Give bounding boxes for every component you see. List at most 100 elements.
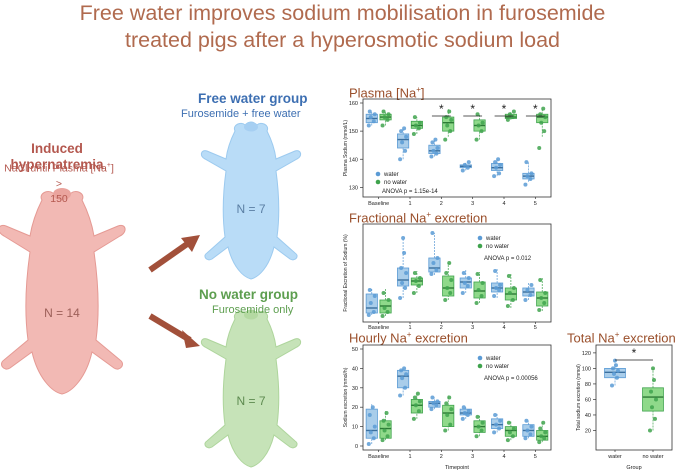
total-panel-title: Total Na+ excretion bbox=[567, 330, 676, 346]
data-point bbox=[475, 272, 480, 276]
data-point bbox=[429, 154, 434, 159]
data-point bbox=[479, 294, 484, 298]
chart-2-xlabel: Timepoint bbox=[445, 465, 469, 471]
chart-3-ytick-label: 100 bbox=[582, 366, 591, 372]
data-point bbox=[380, 314, 385, 318]
no-water-title: No water group bbox=[199, 287, 299, 302]
data-point bbox=[372, 294, 377, 298]
data-point bbox=[372, 424, 377, 429]
data-point bbox=[476, 424, 481, 429]
plasma-panel-title: Plasma [Na+] bbox=[349, 85, 425, 101]
data-point bbox=[652, 378, 656, 383]
data-point bbox=[460, 416, 465, 421]
data-point bbox=[494, 286, 499, 290]
chart-3-xtick-label: no water bbox=[642, 454, 663, 460]
data-point bbox=[479, 129, 484, 134]
free-water-n-label: N = 7 bbox=[236, 202, 265, 216]
data-point bbox=[370, 405, 375, 410]
chart-1-ylabel: Fractional Excretion of Sodium (%) bbox=[343, 234, 349, 312]
data-point bbox=[466, 409, 471, 414]
data-point bbox=[462, 411, 467, 416]
legend-swatch bbox=[477, 355, 483, 361]
data-point bbox=[412, 271, 417, 275]
data-point bbox=[431, 401, 436, 406]
box-water bbox=[428, 257, 441, 273]
data-point bbox=[372, 112, 377, 117]
data-point bbox=[610, 383, 614, 388]
hourly-panel-title: Hourly Na+ excretion bbox=[349, 330, 468, 346]
data-point bbox=[443, 137, 448, 142]
significance-star: * bbox=[502, 102, 507, 116]
data-point bbox=[498, 162, 503, 167]
data-point bbox=[507, 291, 512, 295]
chart-2-ytick-label: 30 bbox=[352, 386, 358, 392]
induced-sub-part3: 150 bbox=[50, 192, 68, 205]
data-point bbox=[386, 422, 391, 427]
legend-label: water bbox=[485, 236, 501, 242]
chart-3-ytick-label: 120 bbox=[582, 351, 591, 357]
data-point bbox=[497, 426, 502, 431]
free-water-pig-icon bbox=[200, 121, 302, 280]
legend-label: no water bbox=[486, 364, 509, 370]
data-point bbox=[648, 428, 652, 433]
induced-sub-sup: + bbox=[106, 162, 111, 169]
data-point bbox=[613, 358, 617, 363]
data-point bbox=[449, 117, 454, 122]
data-point bbox=[415, 391, 420, 396]
data-point bbox=[494, 422, 499, 427]
legend-swatch bbox=[477, 243, 483, 249]
data-point bbox=[523, 182, 528, 187]
data-point bbox=[494, 165, 499, 170]
data-point bbox=[385, 310, 390, 314]
data-point bbox=[461, 405, 466, 410]
arrow-to-free-water-icon bbox=[148, 235, 200, 273]
box-no-water bbox=[642, 387, 664, 412]
data-point bbox=[386, 298, 391, 302]
data-point bbox=[538, 112, 543, 117]
data-point bbox=[443, 298, 448, 302]
data-point bbox=[380, 123, 385, 128]
data-point bbox=[462, 162, 467, 167]
data-point bbox=[413, 403, 418, 408]
data-point bbox=[412, 115, 417, 120]
significance-star: * bbox=[632, 346, 637, 360]
data-point bbox=[404, 271, 409, 275]
figure-title: Free water improves sodium mobilisation … bbox=[0, 0, 685, 54]
legend-label: water bbox=[383, 172, 399, 178]
data-point bbox=[511, 109, 516, 114]
data-point bbox=[466, 160, 471, 165]
data-point bbox=[403, 148, 408, 153]
data-point bbox=[493, 160, 498, 165]
significance-star: * bbox=[439, 102, 444, 116]
chart-2-ytick-label: 10 bbox=[352, 425, 358, 431]
data-point bbox=[443, 428, 448, 433]
data-point bbox=[539, 296, 544, 300]
data-point bbox=[368, 301, 373, 305]
data-point bbox=[460, 291, 465, 295]
chart-0-xtick-label: 5 bbox=[534, 201, 537, 207]
fractional-panel-title: Fractional Na+ excretion bbox=[349, 210, 488, 226]
data-point bbox=[385, 434, 390, 439]
legend-swatch bbox=[477, 235, 483, 241]
chart-0-ylabel: Plasma Sodium (mmol/L) bbox=[343, 120, 349, 176]
chart-3-xlabel: Group bbox=[626, 465, 641, 471]
data-point bbox=[493, 269, 498, 273]
data-point bbox=[498, 418, 503, 423]
data-point bbox=[538, 426, 543, 431]
data-point bbox=[413, 123, 418, 128]
arrow-to-no-water-icon bbox=[148, 313, 200, 348]
data-point bbox=[538, 278, 543, 282]
data-point bbox=[541, 106, 546, 111]
data-point bbox=[542, 301, 547, 305]
data-point bbox=[404, 372, 409, 377]
significance-star: * bbox=[533, 102, 538, 116]
chart-2-xtick-label: Baseline bbox=[368, 454, 389, 460]
chart-3-ytick-label: 40 bbox=[585, 413, 591, 419]
data-point bbox=[435, 146, 440, 150]
data-point bbox=[505, 438, 510, 443]
data-point bbox=[398, 393, 403, 398]
data-point bbox=[480, 281, 485, 285]
data-point bbox=[371, 119, 376, 124]
data-point bbox=[435, 399, 440, 404]
data-point bbox=[400, 281, 405, 285]
